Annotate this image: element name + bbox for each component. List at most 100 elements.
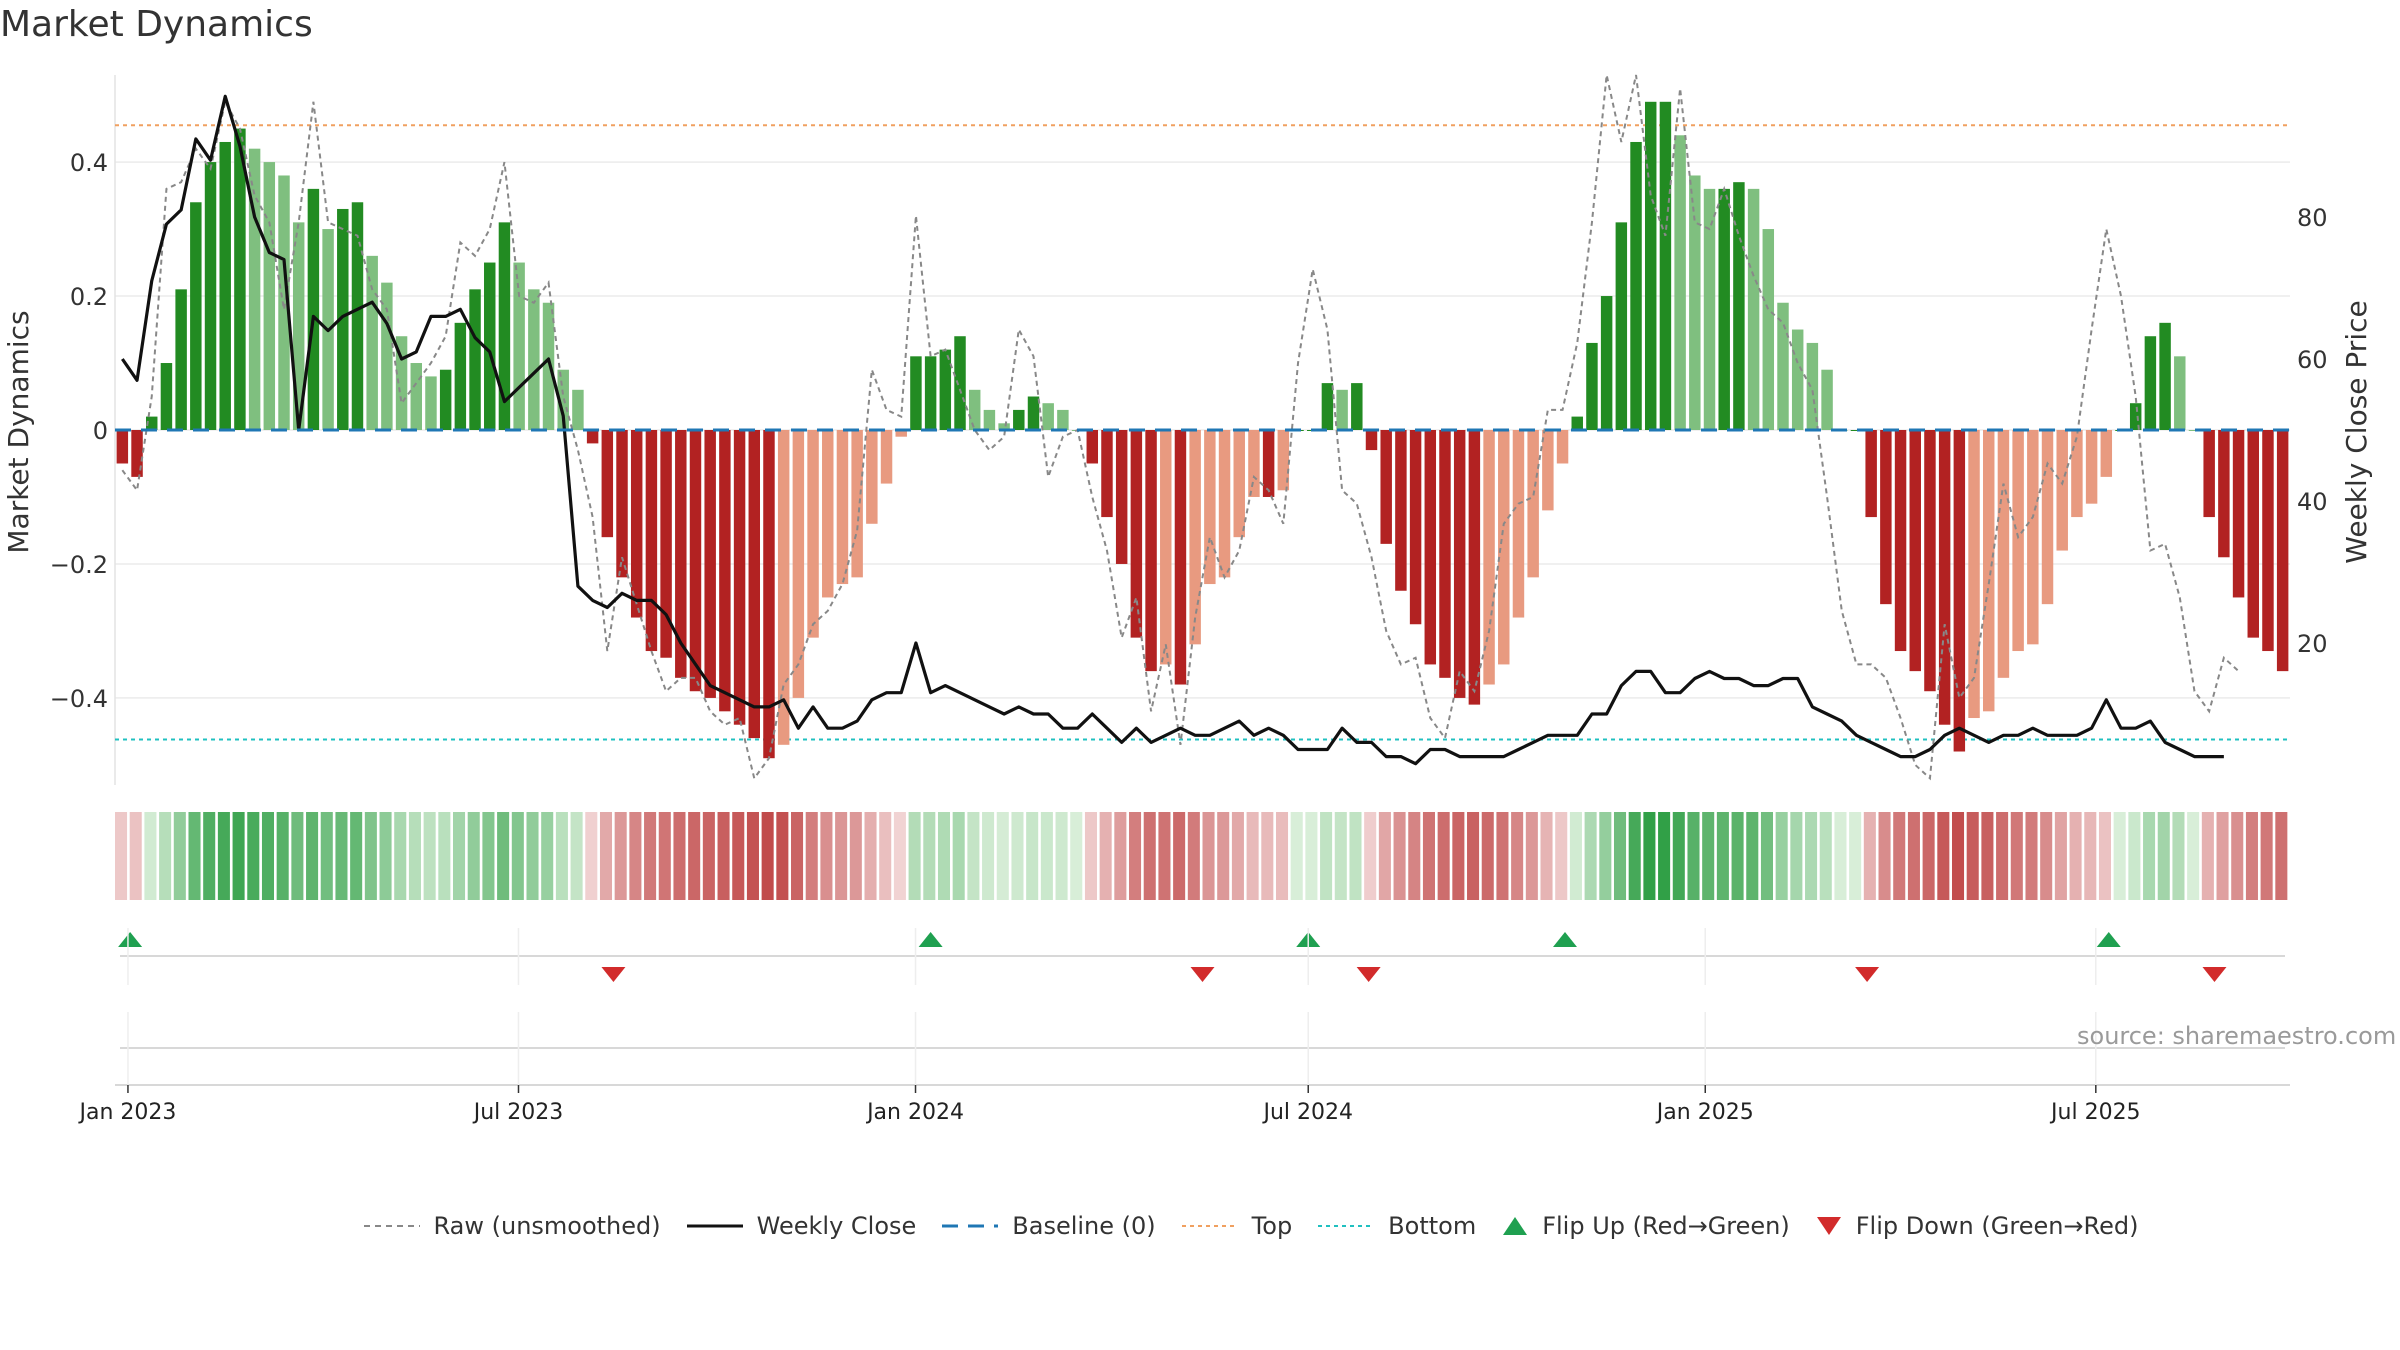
bar-100 (1586, 342, 1598, 430)
heat-cell-12 (291, 812, 304, 900)
heat-cell-4 (173, 812, 186, 900)
heat-cell-38 (673, 812, 686, 900)
heat-cell-66 (1084, 812, 1097, 900)
bar-5 (190, 202, 202, 430)
heat-cell-123 (1922, 812, 1935, 900)
heat-cell-41 (717, 812, 730, 900)
heat-cell-32 (585, 812, 598, 900)
heat-cell-134 (2084, 812, 2097, 900)
heat-cell-58 (967, 812, 980, 900)
heat-cell-46 (791, 812, 804, 900)
x-tick-label-4: Jan 2025 (1655, 1100, 1754, 1125)
bar-73 (1189, 430, 1201, 645)
heat-cell-87 (1393, 812, 1406, 900)
bar-138 (2144, 336, 2157, 430)
bar-21 (425, 376, 437, 430)
heat-cell-109 (1716, 812, 1729, 900)
bar-4 (175, 289, 187, 430)
heat-cell-62 (1026, 812, 1039, 900)
legend-item-flip-down: Flip Down (Green→Red) (1814, 1212, 2139, 1240)
heat-cell-93 (1481, 812, 1494, 900)
heat-cell-101 (1599, 812, 1612, 900)
bar-29 (542, 302, 555, 430)
heat-cell-136 (2113, 812, 2126, 900)
bar-129 (2012, 430, 2024, 652)
heat-cell-26 (497, 812, 510, 900)
bar-74 (1204, 430, 1216, 585)
heat-cell-13 (306, 812, 319, 900)
bar-142 (2203, 430, 2215, 518)
y-tick-left-0: 0.4 (70, 149, 108, 177)
heat-cell-37 (658, 812, 671, 900)
bar-64 (1057, 409, 1069, 430)
bar-93 (1483, 430, 1495, 685)
heat-cell-106 (1672, 812, 1685, 900)
bar-2 (146, 416, 158, 430)
bar-24 (469, 289, 481, 430)
heat-cell-108 (1702, 812, 1715, 900)
bar-12 (292, 222, 305, 430)
heat-cell-67 (1099, 812, 1112, 900)
heat-cell-69 (1129, 812, 1142, 900)
bar-109 (1718, 188, 1730, 430)
heat-cell-139 (2157, 812, 2170, 900)
bar-20 (410, 363, 422, 430)
legend-label-flip-up: Flip Up (Red→Green) (1542, 1212, 1790, 1240)
bar-123 (1924, 430, 1936, 692)
bar-83 (1336, 389, 1348, 430)
bar-19 (395, 336, 408, 430)
bar-27 (513, 262, 525, 430)
x-tick-label-1: Jul 2023 (472, 1100, 564, 1125)
heat-cell-117 (1834, 812, 1847, 900)
bar-110 (1733, 182, 1745, 430)
heat-cell-43 (746, 812, 759, 900)
heat-cell-147 (2275, 812, 2288, 900)
heat-cell-75 (1217, 812, 1230, 900)
legend: Raw (unsmoothed) Weekly Close Baseline (… (0, 1212, 2400, 1240)
heat-cell-95 (1511, 812, 1524, 900)
legend-item-baseline: Baseline (0) (940, 1212, 1156, 1240)
heat-cell-11 (276, 812, 289, 900)
bar-134 (2085, 430, 2098, 504)
heat-cell-88 (1408, 812, 1421, 900)
bar-3 (160, 363, 173, 430)
bar-40 (704, 430, 716, 698)
bar-47 (807, 430, 819, 638)
legend-label-bottom: Bottom (1388, 1212, 1477, 1240)
heat-cell-104 (1643, 812, 1656, 900)
bar-33 (601, 430, 614, 538)
heat-cell-102 (1613, 812, 1627, 900)
bar-69 (1130, 430, 1143, 638)
bar-120 (1880, 430, 1892, 605)
heat-cell-84 (1349, 812, 1362, 900)
bar-103 (1630, 141, 1642, 430)
y-axis-label-left: Market Dynamics (2, 310, 35, 553)
heat-cell-124 (1937, 812, 1950, 900)
bar-63 (1042, 403, 1054, 430)
bar-61 (1013, 409, 1025, 430)
bar-79 (1277, 430, 1290, 491)
chart-title: Market Dynamics (0, 4, 313, 45)
bar-15 (337, 208, 349, 430)
bar-125 (1953, 430, 1966, 752)
heat-cell-94 (1496, 812, 1509, 900)
bar-139 (2159, 322, 2171, 430)
bar-101 (1600, 296, 1613, 430)
bar-45 (777, 430, 790, 745)
heat-cell-7 (217, 812, 230, 900)
heat-cell-81 (1305, 812, 1318, 900)
triangle-up-icon (1503, 1217, 1528, 1235)
bar-52 (880, 430, 893, 484)
flip-down-marker-1 (1190, 967, 1215, 982)
heat-cell-53 (893, 812, 906, 900)
heat-cell-107 (1687, 812, 1700, 900)
bar-51 (866, 430, 878, 524)
y-tick-right-1: 60 (2297, 346, 2328, 374)
bar-131 (2041, 430, 2054, 605)
bar-71 (1160, 430, 1172, 665)
heat-cell-22 (438, 812, 451, 900)
heat-cell-141 (2187, 812, 2200, 900)
triangle-down-icon (1816, 1217, 1841, 1235)
heat-cell-114 (1790, 812, 1803, 900)
heat-cell-56 (937, 812, 951, 900)
